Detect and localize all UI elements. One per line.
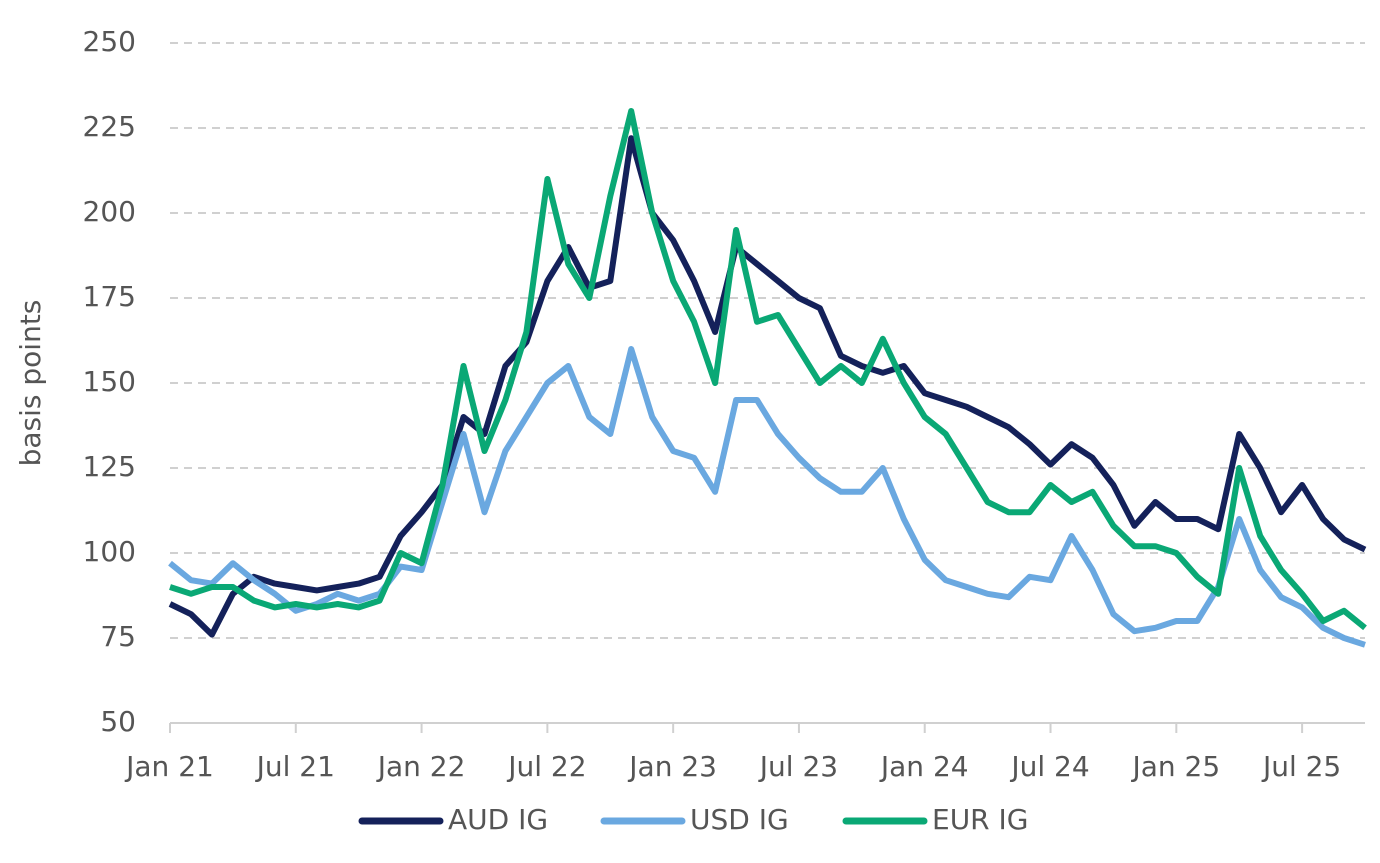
x-tick-label: Jan 23: [627, 750, 717, 783]
line-series: [168, 346, 1366, 648]
x-tick-label: Jul 21: [255, 750, 335, 783]
x-tick-label: Jan 24: [879, 750, 969, 783]
x-tick-label: Jan 21: [124, 750, 214, 783]
x-tick-label: Jul 24: [1009, 750, 1089, 783]
legend-label: USD IG: [690, 803, 789, 836]
y-tick-label: 150: [83, 365, 136, 398]
y-axis-label: basis points: [14, 300, 47, 467]
line-series: [168, 135, 1367, 638]
legend-label: EUR IG: [932, 803, 1029, 836]
y-tick-label: 200: [83, 195, 136, 228]
y-tick-label: 75: [100, 620, 136, 653]
y-tick-label: 50: [100, 705, 136, 738]
y-tick-label: 250: [83, 25, 136, 58]
x-tick-label: Jan 22: [376, 750, 466, 783]
y-tick-label: 175: [83, 280, 136, 313]
x-tick-label: Jul 23: [758, 750, 838, 783]
y-tick-label: 100: [83, 535, 136, 568]
y-tick-label: 225: [83, 110, 136, 143]
y-tick-label: 125: [83, 450, 136, 483]
x-tick-label: Jul 25: [1261, 750, 1341, 783]
line-series: [169, 108, 1367, 631]
x-tick-label: Jul 22: [506, 750, 586, 783]
legend-label: AUD IG: [448, 803, 548, 836]
x-tick-label: Jan 25: [1130, 750, 1220, 783]
